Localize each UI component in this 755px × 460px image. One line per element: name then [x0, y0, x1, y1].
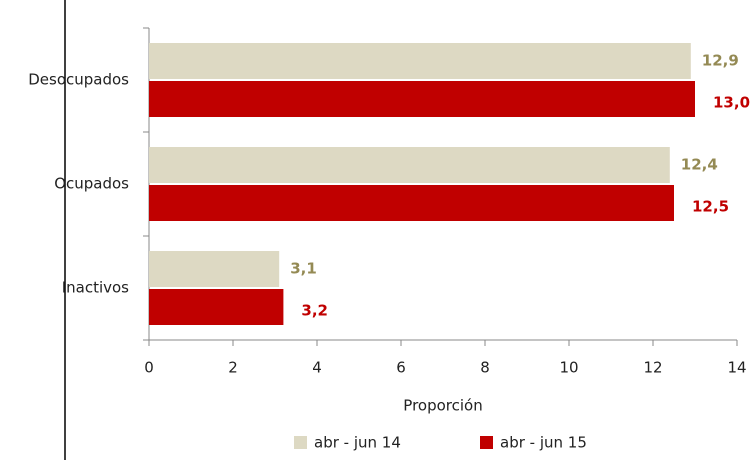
- value-label: 12,4: [681, 156, 718, 174]
- value-label: 12,5: [692, 198, 729, 216]
- x-tick-label: 12: [643, 359, 662, 377]
- legend-swatch: [480, 436, 493, 449]
- bar: [149, 81, 695, 117]
- x-tick-label: 6: [396, 359, 406, 377]
- bar: [149, 251, 280, 287]
- x-tick-label: 4: [312, 359, 322, 377]
- value-label: 3,1: [290, 260, 317, 278]
- bar: [149, 185, 674, 221]
- legend-label: abr - jun 15: [500, 434, 587, 452]
- value-label: 3,2: [301, 302, 328, 320]
- legend-label: abr - jun 14: [314, 434, 401, 452]
- x-tick-label: 8: [480, 359, 490, 377]
- x-tick-label: 14: [727, 359, 746, 377]
- x-axis-label: Proporción: [403, 397, 482, 415]
- value-label: 13,0: [713, 94, 750, 112]
- x-tick-label: 0: [144, 359, 154, 377]
- bar: [149, 43, 691, 79]
- value-label: 12,9: [702, 52, 739, 70]
- x-tick-label: 10: [559, 359, 578, 377]
- x-tick-label: 2: [228, 359, 238, 377]
- y-tick-label: Inactivos: [62, 279, 129, 297]
- y-tick-label: Desocupados: [28, 71, 129, 89]
- y-tick-label: Ocupados: [54, 175, 129, 193]
- legend-swatch: [294, 436, 307, 449]
- bar: [149, 289, 284, 325]
- bar: [149, 147, 670, 183]
